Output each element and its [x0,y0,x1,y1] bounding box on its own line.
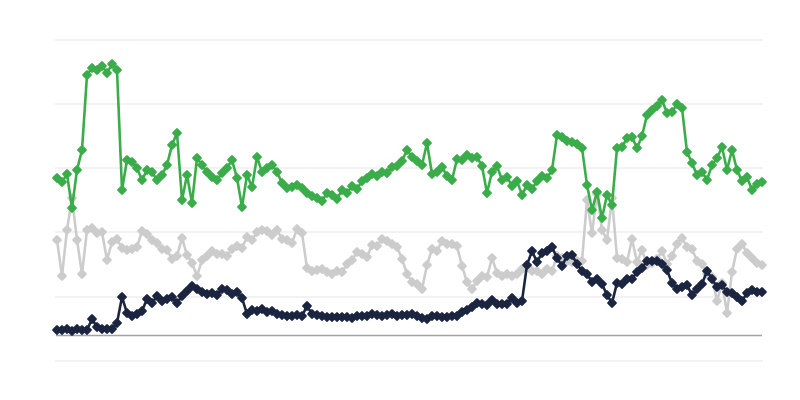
series-navy [52,242,767,336]
series-green [52,59,767,223]
